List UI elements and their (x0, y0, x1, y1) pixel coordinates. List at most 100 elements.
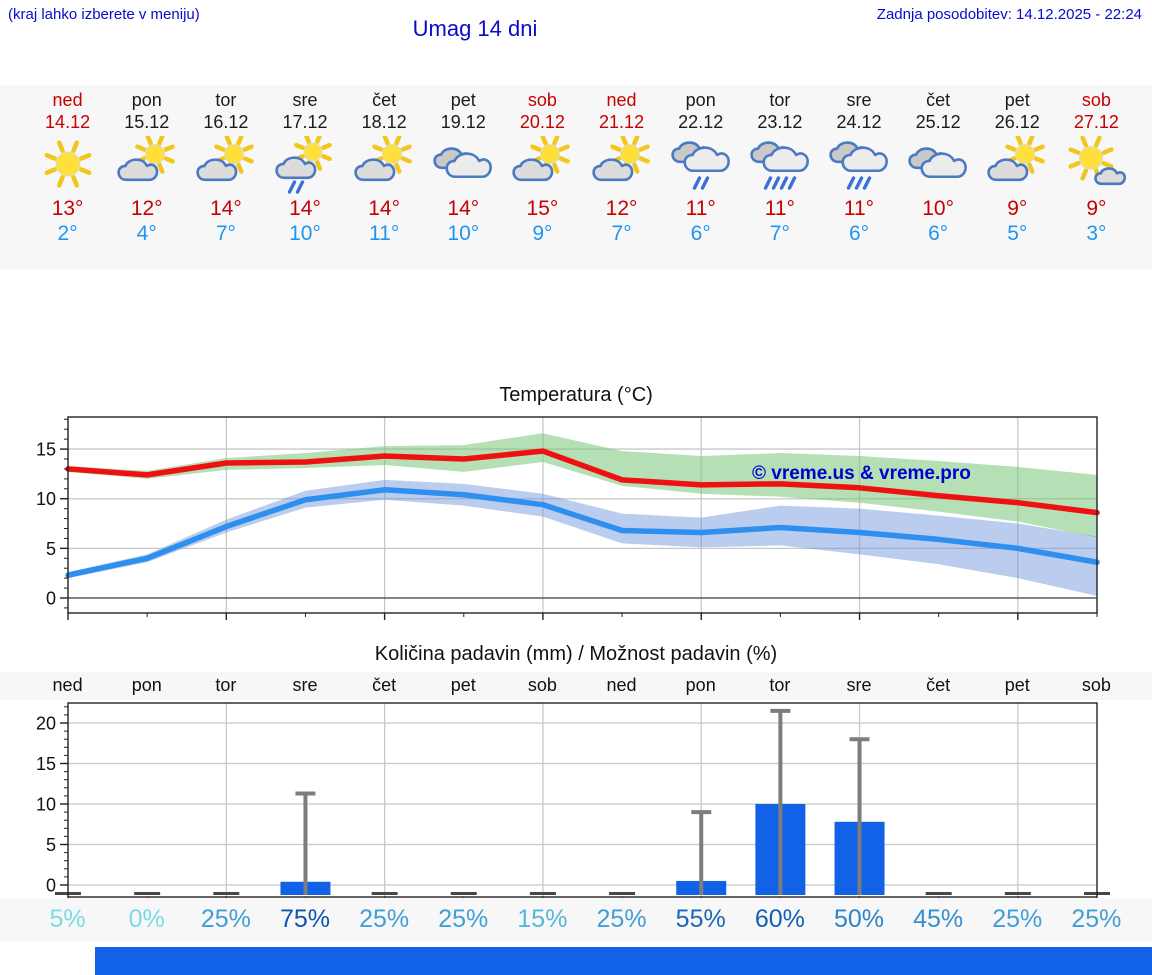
temp-max: 11° (685, 197, 716, 220)
rain-icon (750, 141, 809, 190)
forecast-day: sre 24.12 11° 6° (819, 85, 898, 270)
weather-icon-cell (819, 136, 898, 194)
temp-min: 6° (928, 222, 949, 245)
temp-min: 4° (136, 222, 157, 245)
weather-icon-cell (503, 134, 582, 194)
temp-min: 6° (690, 222, 711, 245)
precip-probability: 25% (992, 905, 1043, 933)
svg-text:10: 10 (36, 795, 56, 815)
temp-max: 14° (209, 197, 242, 220)
day-date: 15.12 (124, 112, 170, 132)
page-title: Umag 14 dni (412, 16, 538, 41)
precip-day-label: pet (450, 675, 476, 695)
day-name: sre (846, 90, 872, 110)
day-date: 24.12 (836, 112, 882, 132)
temperature-chart-title: Temperatura (°C) (499, 384, 653, 406)
svg-text:0: 0 (46, 589, 56, 609)
weather-icon-cell (582, 134, 661, 194)
precip-day-label: pet (1004, 675, 1030, 695)
partly-cloudy-icon (591, 134, 650, 182)
precip-day-label: sob (1081, 675, 1111, 695)
weather-icon-cell (899, 136, 978, 194)
forecast-strip: ned 14.12 13° 2° pon 15.12 12° 4° tor 16.12 14° 7° s… (0, 85, 1152, 270)
precip-probability: 25% (596, 905, 647, 933)
forecast-day: sob 20.12 15° 9° (503, 85, 582, 270)
weather-icon-cell (107, 134, 186, 194)
sunny-icon (44, 140, 92, 188)
temp-min: 10° (289, 222, 321, 245)
mostly-sunny-icon (1068, 135, 1127, 186)
precip-probability: 60% (754, 905, 805, 933)
temp-min: 10° (447, 222, 480, 245)
weather-icon-cell (740, 136, 819, 194)
temp-max: 11° (764, 197, 795, 220)
precip-probability: 5% (49, 905, 86, 933)
temp-min: 7° (215, 222, 236, 245)
day-date: 27.12 (1073, 112, 1119, 132)
cloudy-icon (433, 147, 493, 179)
day-date: 18.12 (361, 112, 407, 132)
precipitation-day-row: ned pon tor sre čet pet sob ned pon tor sre čet pet s… (0, 672, 1152, 700)
day-date: 21.12 (599, 112, 645, 132)
precip-probability: 25% (359, 905, 410, 933)
day-date: 14.12 (45, 112, 91, 132)
precip-probability: 25% (438, 905, 489, 933)
precip-probability: 25% (200, 905, 251, 933)
svg-text:15: 15 (36, 754, 56, 774)
day-name: pon (131, 90, 162, 110)
precip-day-label: sob (527, 675, 557, 695)
day-name: sob (527, 90, 557, 110)
precip-day-label: čet (926, 675, 951, 695)
forecast-day: ned 14.12 13° 2° (28, 85, 107, 270)
precip-day-label: sre (292, 675, 318, 695)
precip-day-label: sre (846, 675, 872, 695)
weather-icon-cell (978, 134, 1057, 194)
day-date: 25.12 (915, 112, 961, 132)
forecast-day: čet 25.12 10° 6° (899, 85, 978, 270)
temp-max: 12° (605, 197, 638, 220)
temp-min: 11° (369, 222, 400, 245)
forecast-day: ned 21.12 12° 7° (582, 85, 661, 270)
forecast-day: pet 26.12 9° 5° (978, 85, 1057, 270)
forecast-day: tor 16.12 14° 7° (186, 85, 265, 270)
partly-cloudy-icon (512, 134, 571, 182)
temp-max: 14° (289, 197, 321, 220)
temp-max: 9° (1086, 197, 1107, 220)
day-date: 22.12 (678, 112, 724, 132)
day-name: tor (769, 90, 791, 110)
temp-min: 7° (611, 222, 632, 245)
temp-max: 14° (368, 197, 401, 220)
temp-min: 9° (532, 222, 553, 245)
partly-cloudy-icon (987, 134, 1046, 182)
svg-text:15: 15 (36, 440, 56, 460)
svg-text:20: 20 (36, 714, 56, 734)
weather-icon-cell (186, 134, 265, 194)
footer-bar (95, 947, 1152, 975)
precip-day-label: tor (769, 675, 791, 695)
weather-icon-cell (661, 136, 740, 194)
partly-cloudy-rain-icon (275, 133, 332, 194)
weather-icon-cell (1057, 135, 1136, 194)
precip-probability: 25% (1071, 905, 1122, 933)
temperature-chart: 0 5 10 15 © vreme.us & vreme.pro (36, 416, 1100, 620)
forecast-day: pon 15.12 12° 4° (107, 85, 186, 270)
partly-cloudy-icon (196, 134, 254, 182)
partly-cloudy-icon (117, 134, 175, 182)
day-name: sob (1081, 90, 1111, 110)
precipitation-chart-title: Količina padavin (mm) / Možnost padavin … (374, 643, 778, 665)
day-name: ned (52, 90, 83, 110)
temp-min: 7° (769, 222, 790, 245)
svg-text:5: 5 (46, 539, 56, 559)
precip-day-label: pon (131, 675, 162, 695)
rain-icon (829, 141, 888, 190)
precip-probability: 45% (913, 905, 964, 933)
precip-probability: 55% (675, 905, 726, 933)
precipitation-chart: 0 5 10 15 20 (36, 702, 1110, 904)
day-date: 19.12 (440, 112, 486, 132)
day-name: čet (926, 90, 951, 110)
watermark: © vreme.us & vreme.pro (752, 463, 971, 484)
forecast-days: ned 14.12 13° 2° pon 15.12 12° 4° tor 16.12 14° 7° s… (28, 85, 1136, 270)
svg-text:10: 10 (36, 489, 56, 509)
precip-probability: 15% (517, 905, 568, 933)
weather-icon-cell (424, 136, 503, 194)
